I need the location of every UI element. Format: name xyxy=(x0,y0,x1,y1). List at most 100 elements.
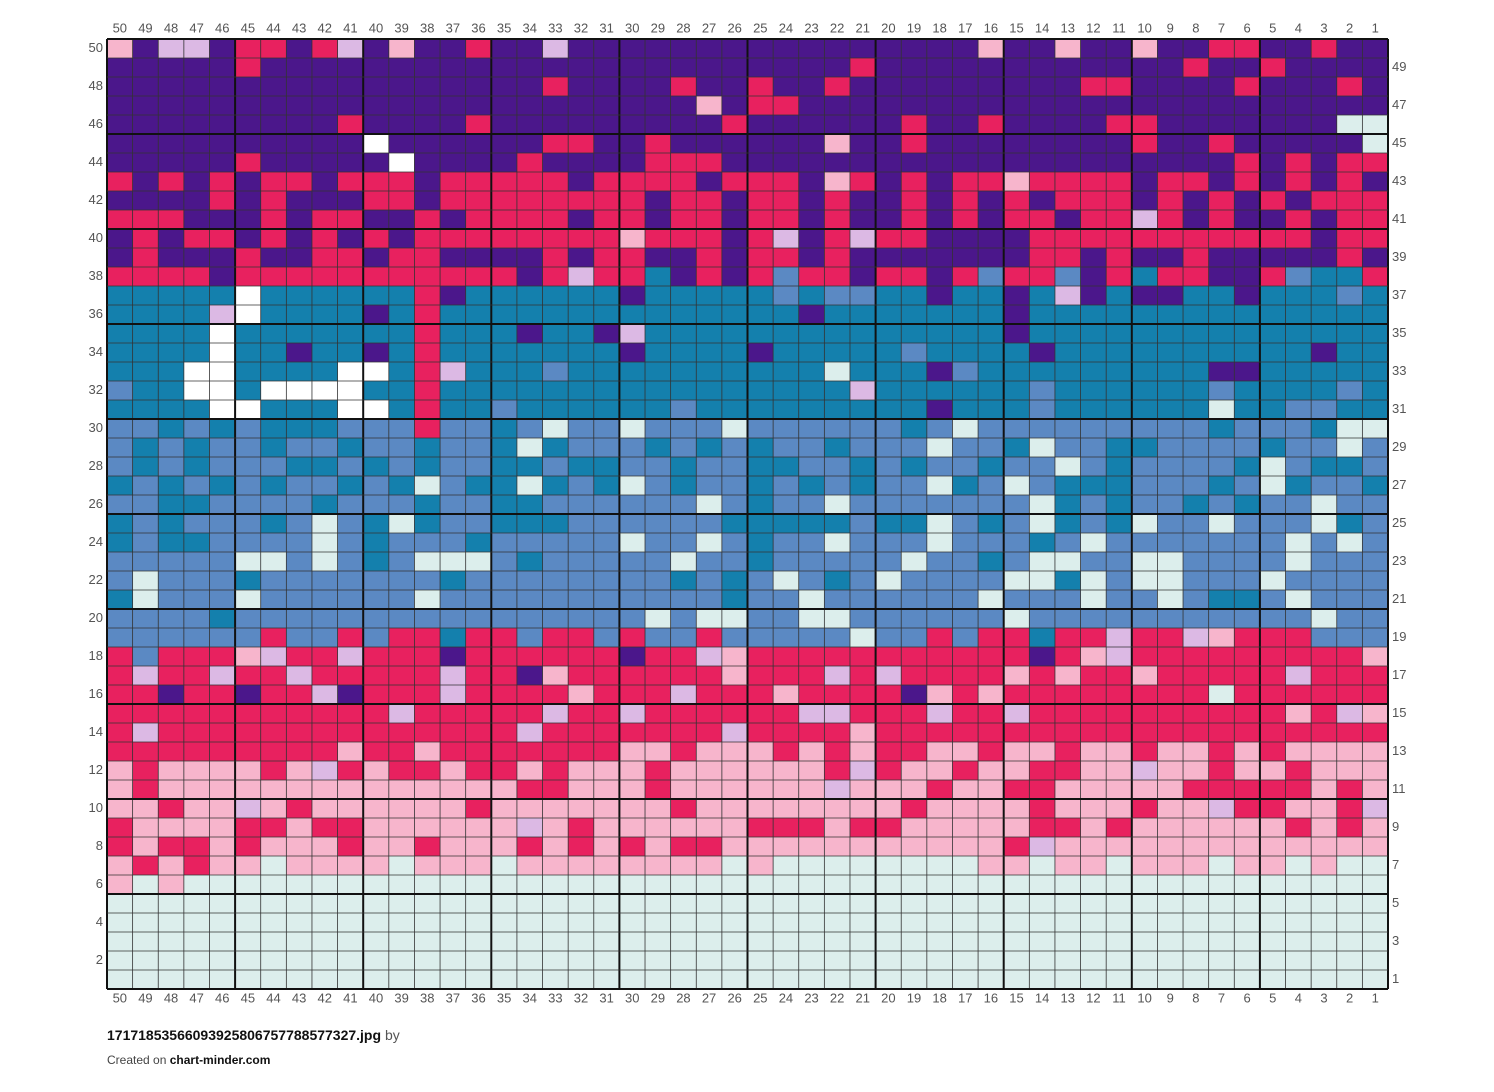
stitch xyxy=(619,324,646,344)
stitch xyxy=(1054,685,1081,705)
stitch xyxy=(286,438,313,458)
stitch xyxy=(747,210,774,230)
stitch xyxy=(1362,115,1389,135)
stitch xyxy=(465,172,492,192)
stitch xyxy=(568,419,595,439)
stitch xyxy=(414,932,441,952)
stitch xyxy=(747,400,774,420)
stitch xyxy=(978,172,1004,192)
stitch xyxy=(747,761,774,781)
stitch xyxy=(849,457,876,477)
stitch xyxy=(952,438,979,458)
stitch xyxy=(619,457,646,477)
stitch xyxy=(414,818,441,838)
stitch xyxy=(1183,77,1209,97)
stitch xyxy=(875,153,902,173)
stitch xyxy=(696,343,723,363)
stitch xyxy=(542,419,569,439)
stitch xyxy=(1106,286,1133,306)
stitch xyxy=(286,172,313,192)
stitch xyxy=(414,761,441,781)
stitch xyxy=(286,381,313,401)
stitch xyxy=(619,609,646,629)
stitch xyxy=(1054,39,1081,59)
stitch xyxy=(209,780,236,800)
stitch xyxy=(798,932,825,952)
stitch xyxy=(926,932,953,952)
stitch xyxy=(1285,419,1312,439)
stitch xyxy=(1285,875,1312,895)
stitch xyxy=(593,780,620,800)
stitch xyxy=(209,894,236,914)
stitch xyxy=(260,951,287,971)
stitch xyxy=(209,799,236,819)
stitch xyxy=(593,267,620,287)
stitch xyxy=(286,305,313,325)
stitch xyxy=(747,362,774,382)
stitch xyxy=(388,761,415,781)
stitch xyxy=(645,438,671,458)
stitch xyxy=(670,153,697,173)
stitch xyxy=(388,742,415,762)
stitch xyxy=(773,609,800,629)
stitch xyxy=(1259,970,1286,990)
stitch xyxy=(414,96,441,116)
stitch xyxy=(568,685,595,705)
stitch xyxy=(824,799,851,819)
stitch xyxy=(875,666,902,686)
stitch xyxy=(1285,476,1312,496)
stitch xyxy=(542,951,569,971)
stitch xyxy=(440,343,466,363)
stitch xyxy=(875,647,902,667)
stitch xyxy=(1080,951,1107,971)
stitch xyxy=(1285,856,1312,876)
stitch xyxy=(849,723,876,743)
stitch xyxy=(824,438,851,458)
stitch xyxy=(1259,666,1286,686)
stitch xyxy=(286,590,313,610)
stitch xyxy=(798,153,825,173)
stitch xyxy=(1131,305,1158,325)
stitch xyxy=(132,552,159,572)
stitch xyxy=(1054,476,1081,496)
stitch xyxy=(1080,305,1107,325)
stitch xyxy=(798,818,825,838)
stitch xyxy=(1336,875,1363,895)
stitch xyxy=(1362,77,1389,97)
stitch xyxy=(1157,229,1184,249)
stitch xyxy=(209,476,236,496)
stitch xyxy=(1336,210,1363,230)
stitch xyxy=(1362,666,1389,686)
stitch xyxy=(568,875,595,895)
stitch xyxy=(824,837,851,857)
stitch xyxy=(1106,799,1133,819)
row-label: 28 xyxy=(89,458,103,473)
stitch xyxy=(568,476,595,496)
stitch xyxy=(440,571,466,591)
stitch xyxy=(824,571,851,591)
stitch xyxy=(875,932,902,952)
stitch xyxy=(260,476,287,496)
stitch xyxy=(721,761,748,781)
stitch xyxy=(747,324,774,344)
stitch xyxy=(1234,571,1261,591)
stitch xyxy=(798,571,825,591)
stitch xyxy=(619,666,646,686)
stitch xyxy=(1029,210,1056,230)
stitch xyxy=(952,913,979,933)
stitch xyxy=(1131,628,1158,648)
stitch xyxy=(1208,400,1235,420)
row-label: 27 xyxy=(1392,477,1406,492)
stitch xyxy=(619,210,646,230)
stitch xyxy=(516,609,543,629)
row-label: 9 xyxy=(1392,819,1399,834)
stitch xyxy=(1362,267,1389,287)
stitch xyxy=(926,400,953,420)
stitch xyxy=(440,419,466,439)
stitch xyxy=(1208,381,1235,401)
column-label: 7 xyxy=(1218,20,1225,35)
stitch xyxy=(1029,875,1056,895)
stitch xyxy=(1336,115,1363,135)
stitch xyxy=(1259,742,1286,762)
stitch xyxy=(491,58,518,78)
